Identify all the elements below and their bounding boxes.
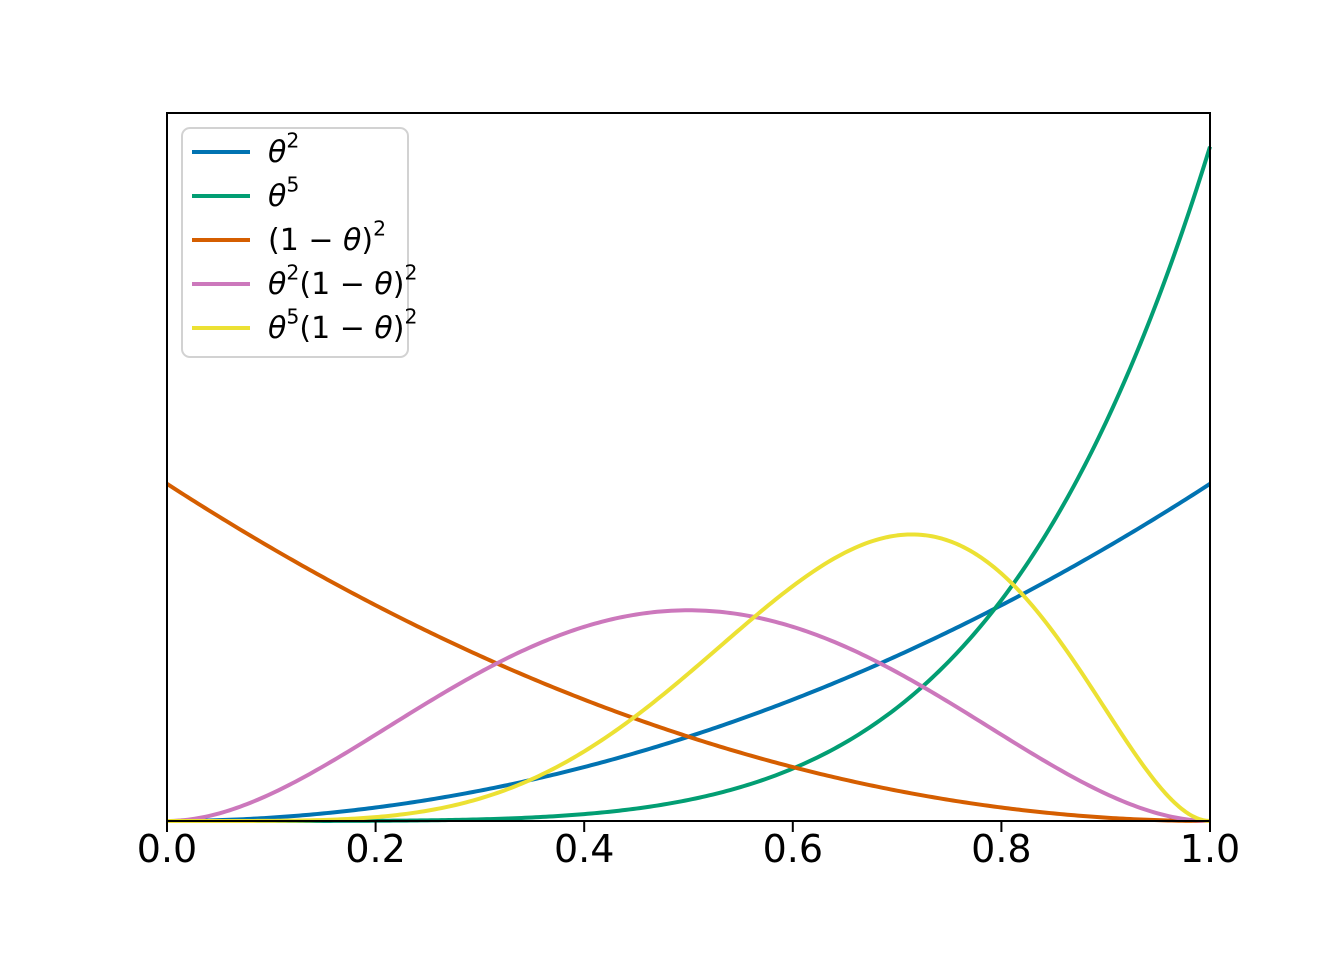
legend-entry: θ2(1 − θ)2 xyxy=(192,261,417,302)
legend-entry: θ2 xyxy=(192,129,299,170)
series-line-0 xyxy=(167,482,1212,823)
series-line-3 xyxy=(166,608,1211,823)
legend-label: θ5(1 − θ)2 xyxy=(268,305,417,346)
x-tick-label: 0.6 xyxy=(763,827,823,871)
x-tick-label: 0.0 xyxy=(137,827,197,871)
axes-frame xyxy=(166,112,1211,822)
legend-label: θ2 xyxy=(268,129,299,170)
legend-entry: (1 − θ)2 xyxy=(192,217,386,258)
legend-label: θ5 xyxy=(268,173,299,214)
x-tick-label: 0.2 xyxy=(345,827,405,871)
legend-entry: θ5(1 − θ)2 xyxy=(192,305,417,346)
legend-label: (1 − θ)2 xyxy=(268,217,386,258)
x-tick-label: 1.0 xyxy=(1180,827,1240,871)
series-line-4 xyxy=(167,532,1211,823)
x-tick-label: 0.4 xyxy=(554,827,614,871)
series-line-2 xyxy=(165,482,1210,823)
x-tick-label: 0.8 xyxy=(971,827,1031,871)
legend-frame xyxy=(181,127,409,358)
legend-label: θ2(1 − θ)2 xyxy=(268,261,417,302)
x-axis: 0.0 0.2 0.4 0.6 0.8 1.0 xyxy=(137,821,1240,871)
legend-entry: θ5 xyxy=(192,173,299,214)
